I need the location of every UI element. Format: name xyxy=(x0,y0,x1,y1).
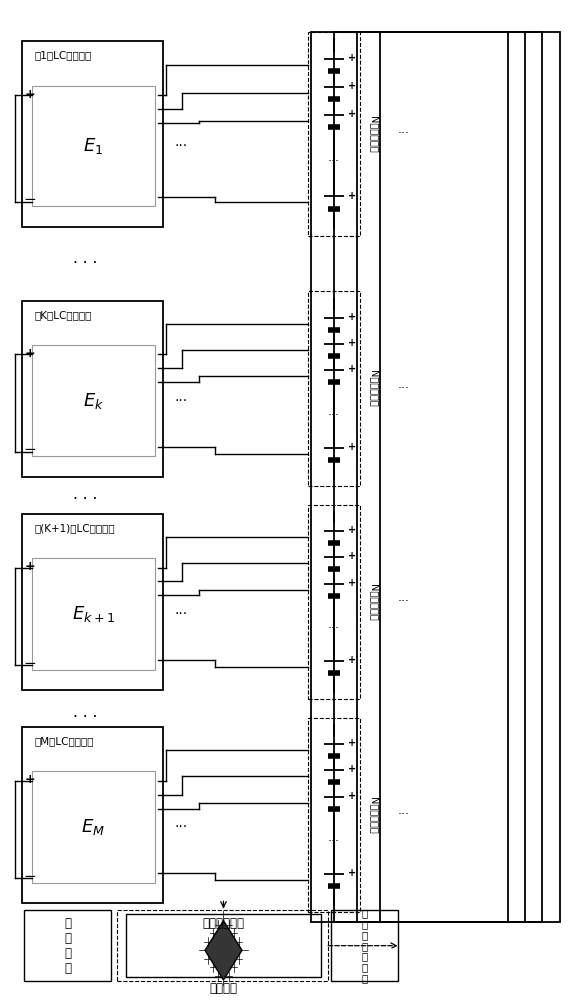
Text: ···: ··· xyxy=(174,607,187,621)
Text: N个电池单体: N个电池单体 xyxy=(369,370,379,407)
Text: +: + xyxy=(348,764,356,774)
Text: ···: ··· xyxy=(397,809,410,822)
Text: +: + xyxy=(25,773,36,786)
Text: 状
态
均
衡
控
制
器: 状 态 均 衡 控 制 器 xyxy=(361,908,367,983)
Text: ···: ··· xyxy=(397,127,410,140)
Text: +: + xyxy=(348,338,356,348)
Text: +: + xyxy=(348,791,356,801)
Text: +: + xyxy=(348,655,356,665)
Text: −: − xyxy=(24,192,36,207)
Text: −: − xyxy=(24,656,36,671)
Text: 第K级LC谐振变换: 第K级LC谐振变换 xyxy=(34,310,92,320)
Text: +: + xyxy=(348,578,356,588)
Text: · · ·: · · · xyxy=(73,492,97,507)
Text: +: + xyxy=(348,312,356,322)
Polygon shape xyxy=(205,921,242,980)
Text: 第M级LC谐振变换: 第M级LC谐振变换 xyxy=(34,736,94,746)
Text: $E_{k+1}$: $E_{k+1}$ xyxy=(72,604,115,624)
Text: N个电池单体: N个电池单体 xyxy=(369,797,379,833)
Text: ···: ··· xyxy=(397,382,410,395)
Text: ···: ··· xyxy=(174,820,187,834)
Text: · · ·: · · · xyxy=(73,256,97,271)
Text: · · ·: · · · xyxy=(73,710,97,725)
Text: −: − xyxy=(24,442,36,457)
Text: ···: ··· xyxy=(328,409,340,422)
Text: +: + xyxy=(25,88,36,101)
Text: +: + xyxy=(25,347,36,360)
Text: ···: ··· xyxy=(328,835,340,848)
Text: +: + xyxy=(348,738,356,748)
Text: 第(K+1)级LC谐振变换: 第(K+1)级LC谐振变换 xyxy=(34,523,115,533)
Text: +: + xyxy=(348,53,356,63)
Text: +: + xyxy=(348,551,356,561)
Text: +: + xyxy=(348,364,356,374)
Text: ···: ··· xyxy=(174,139,187,153)
Text: ···: ··· xyxy=(174,394,187,408)
Text: ···: ··· xyxy=(328,622,340,635)
Text: −: − xyxy=(24,869,36,884)
Text: +: + xyxy=(348,868,356,878)
Text: +: + xyxy=(348,525,356,535)
Text: +: + xyxy=(348,442,356,452)
Text: 储
能
储
器: 储 能 储 器 xyxy=(65,917,71,975)
Text: 第1级LC谐振变换: 第1级LC谐振变换 xyxy=(34,51,92,61)
Text: +: + xyxy=(348,191,356,201)
Text: N个电池单体: N个电池单体 xyxy=(369,584,379,620)
Text: $E_1$: $E_1$ xyxy=(83,136,103,156)
Text: +: + xyxy=(348,81,356,91)
Text: 电压检测电路: 电压检测电路 xyxy=(203,917,244,930)
Text: +: + xyxy=(25,560,36,573)
Text: $E_M$: $E_M$ xyxy=(82,817,105,837)
Text: +: + xyxy=(348,109,356,119)
Text: 微控制器: 微控制器 xyxy=(210,982,238,995)
Text: N个电池单体: N个电池单体 xyxy=(369,116,379,152)
Text: ···: ··· xyxy=(328,155,340,168)
Text: $E_k$: $E_k$ xyxy=(83,391,104,411)
Text: ···: ··· xyxy=(397,595,410,608)
